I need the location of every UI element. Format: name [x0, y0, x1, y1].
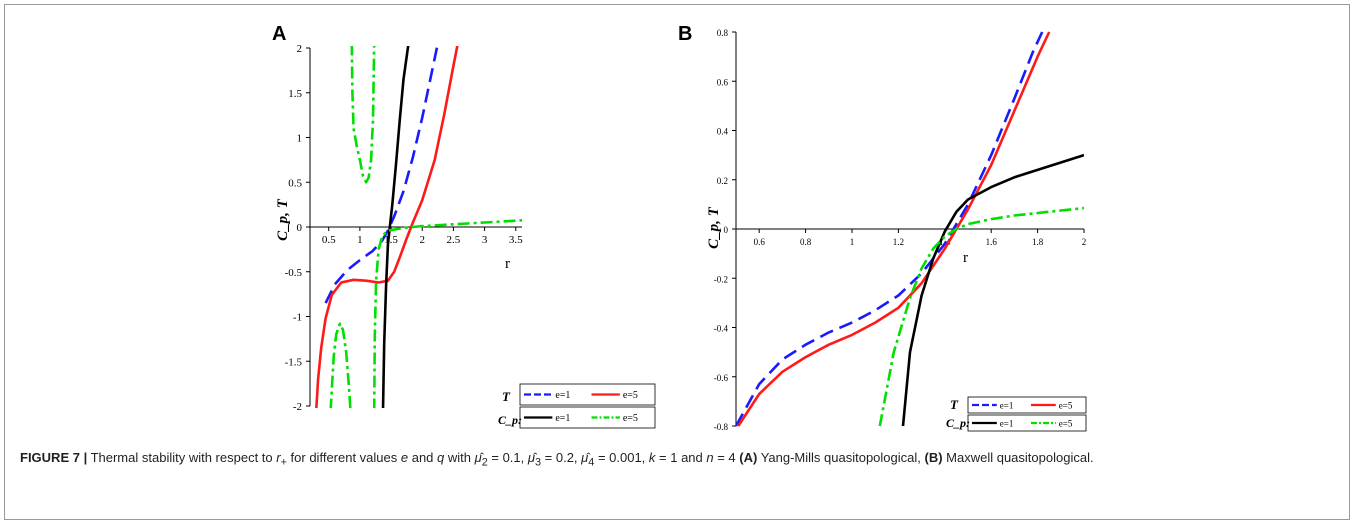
series-t-e5 [737, 31, 1051, 427]
y-tick-label: -0.5 [285, 267, 303, 279]
x-tick-label: 3 [482, 234, 488, 246]
x-tick-label: 2.5 [447, 234, 461, 246]
series-t-e1 [736, 31, 1044, 427]
caption-var-n: n [706, 450, 714, 465]
legend-group-cp: C_p: [946, 416, 970, 430]
caption-text-and: and [408, 450, 438, 465]
caption-label-a: (A) [739, 450, 758, 465]
legend-entry: e=1 [1000, 419, 1014, 429]
caption-var-q: q [437, 450, 445, 465]
legend-entry: e=1 [555, 390, 570, 401]
legend: T C_p: e=1 e=5 e=1 e=5 [946, 396, 1087, 432]
legend-group-cp: C_p: [498, 413, 522, 427]
y-axis-label: C_p, T [706, 206, 722, 249]
figure-charts: A-2-1.5-1-0.500.511.520.5 1 1.5 2 2.5 3 3.5rC_… [272, 23, 1087, 432]
series-t-e5 [315, 46, 459, 408]
panel-label: A [272, 23, 286, 45]
y-tick-label: -2 [293, 401, 302, 413]
y-axis-label: C_p, T [275, 198, 291, 241]
x-tick-label: 1.8 [1032, 237, 1044, 247]
x-tick-label: 0.8 [800, 237, 812, 247]
x-tick-label: 2 [419, 234, 425, 246]
x-axis-label: r [963, 250, 968, 266]
legend: T C_p: e=1 e=5 e=1 e=5 [498, 383, 656, 429]
legend-group-t: T [502, 389, 511, 404]
y-tick-label: 0 [297, 222, 303, 234]
series-cp-e5 [878, 206, 1084, 427]
x-tick-label: 2 [1082, 237, 1087, 247]
y-tick-label: 0.5 [288, 177, 302, 189]
series-layer [315, 46, 522, 408]
caption-text-a: Yang-Mills quasitopological, [757, 450, 925, 465]
x-axis-label: r [505, 256, 510, 272]
caption-val-n: = 4 [713, 450, 740, 465]
legend-box-t [519, 383, 656, 406]
caption-text-mid1: for different values [286, 450, 401, 465]
series-cp-e5 [372, 219, 522, 408]
panel-b: B -0.8 -0.6 -0.4 -0.2 0 0.2 0.4 0.6 0.8 0.6 0.8 1 1.2… [678, 23, 1087, 432]
legend-box-cp [967, 414, 1087, 432]
y-tick-label: 0.4 [717, 127, 729, 137]
figure-caption: FIGURE 7 | Thermal stability with respec… [20, 448, 1338, 473]
x-tick-label: 3.5 [509, 234, 523, 246]
y-tick-label: -0.2 [714, 274, 728, 284]
caption-val2: = 0.1, [487, 450, 528, 465]
caption-mu3: μ̂ [527, 450, 536, 465]
x-tick-label: 1.2 [893, 237, 904, 247]
y-tick-label: 2 [297, 43, 303, 55]
x-tick-label: 1 [357, 234, 363, 246]
legend-entry: e=5 [623, 390, 638, 401]
caption-figure-label: FIGURE 7 | [20, 450, 88, 465]
x-tick-label: 0.5 [322, 234, 336, 246]
caption-mu2: μ̂ [474, 450, 482, 465]
series-t-e1 [324, 46, 439, 304]
caption-text-with: with [444, 450, 475, 465]
y-tick-label: -0.4 [714, 324, 729, 334]
caption-val4: = 0.001, [594, 450, 649, 465]
figure-frame [4, 4, 1350, 520]
legend-group-t: T [950, 397, 959, 412]
y-tick-label: 0 [724, 225, 729, 235]
series-cp-e5 [329, 322, 352, 408]
caption-text-b: Maxwell quasitopological. [942, 450, 1094, 465]
y-tick-label: -1 [293, 312, 302, 324]
y-tick-label: 1.5 [288, 88, 302, 100]
caption-var-k: k [648, 450, 656, 465]
caption-sub4: 4 [588, 456, 595, 469]
legend-box-t [967, 396, 1087, 414]
caption-text-before: Thermal stability with respect to [87, 450, 277, 465]
caption-var-e: e [400, 450, 409, 465]
caption-val3: = 0.2, [541, 450, 582, 465]
y-tick-label: 1 [297, 133, 303, 145]
y-tick-label: 0.2 [717, 176, 728, 186]
y-tick-label: -1.5 [285, 356, 303, 368]
caption-mu4: μ̂ [581, 450, 589, 465]
caption-label-b: (B) [924, 450, 943, 465]
series-cp-e5 [350, 46, 376, 184]
y-tick-label: 0.8 [717, 28, 729, 38]
caption-sub3: 3 [535, 456, 542, 469]
legend-entry: e=5 [1059, 401, 1073, 411]
x-tick-label: 1.6 [986, 237, 998, 247]
series-cp-e1 [901, 153, 1084, 427]
caption-sub2: 2 [481, 456, 488, 469]
panel-label: B [678, 23, 692, 45]
y-tick-label: -0.6 [714, 373, 729, 383]
legend-entry: e=1 [555, 413, 570, 424]
caption-val-k: = 1 and [655, 450, 707, 465]
legend-entry: e=5 [1059, 419, 1073, 429]
x-tick-label: 0.6 [754, 237, 766, 247]
series-layer [736, 31, 1084, 427]
legend-entry: e=1 [1000, 401, 1014, 411]
y-tick-label: 0.6 [717, 77, 729, 87]
legend-entry: e=5 [623, 413, 638, 424]
y-tick-label: -0.8 [714, 422, 729, 432]
legend-box-cp [519, 406, 656, 429]
caption-sub-plus: + [280, 456, 287, 469]
series-cp-e1 [381, 46, 410, 408]
caption-var-r: r [276, 450, 281, 465]
panel-a: A-2-1.5-1-0.500.511.520.5 1 1.5 2 2.5 3 3.5rC_… [272, 23, 656, 429]
x-tick-label: 1 [850, 237, 855, 247]
